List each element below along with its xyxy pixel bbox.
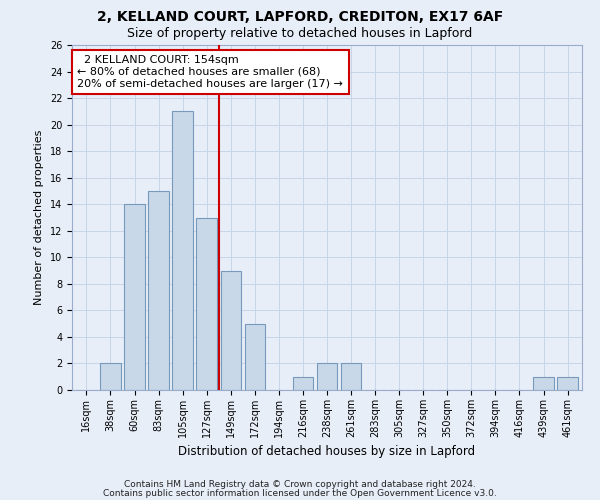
Bar — [172, 112, 193, 390]
Bar — [293, 376, 313, 390]
Bar — [148, 191, 169, 390]
Bar — [341, 364, 361, 390]
Text: Contains HM Land Registry data © Crown copyright and database right 2024.: Contains HM Land Registry data © Crown c… — [124, 480, 476, 489]
Text: 2 KELLAND COURT: 154sqm  
← 80% of detached houses are smaller (68)
20% of semi-: 2 KELLAND COURT: 154sqm ← 80% of detache… — [77, 56, 343, 88]
Bar — [221, 270, 241, 390]
Text: Contains public sector information licensed under the Open Government Licence v3: Contains public sector information licen… — [103, 489, 497, 498]
Bar — [317, 364, 337, 390]
Bar — [245, 324, 265, 390]
Bar — [533, 376, 554, 390]
Bar — [100, 364, 121, 390]
Text: Size of property relative to detached houses in Lapford: Size of property relative to detached ho… — [127, 28, 473, 40]
X-axis label: Distribution of detached houses by size in Lapford: Distribution of detached houses by size … — [178, 446, 476, 458]
Bar — [124, 204, 145, 390]
Bar — [196, 218, 217, 390]
Text: 2, KELLAND COURT, LAPFORD, CREDITON, EX17 6AF: 2, KELLAND COURT, LAPFORD, CREDITON, EX1… — [97, 10, 503, 24]
Y-axis label: Number of detached properties: Number of detached properties — [34, 130, 44, 305]
Bar — [557, 376, 578, 390]
